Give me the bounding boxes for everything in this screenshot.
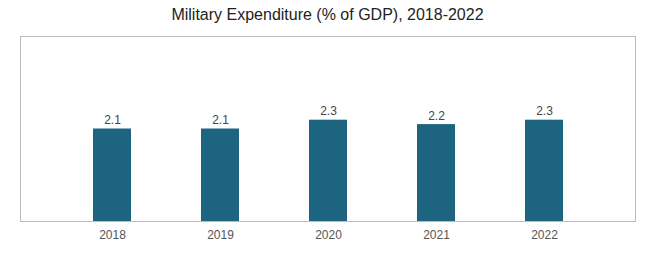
html-text:Military Expenditure (% of GDP: Military Expenditure (% of GDP), 2018-20… [171,6,484,23]
svg-text:2019: 2019 [207,228,234,242]
svg-text:2021: 2021 [423,228,450,242]
svg-text:2.1: 2.1 [104,113,121,127]
svg-text:2020: 2020 [315,228,342,242]
svg-text:2022: 2022 [531,228,558,242]
svg-text:2018: 2018 [99,228,126,242]
svg-text:2.1: 2.1 [212,113,229,127]
svg-text:2.3: 2.3 [320,104,337,118]
svg-text:2.3: 2.3 [536,104,553,118]
svg-text:2.2: 2.2 [428,109,445,123]
